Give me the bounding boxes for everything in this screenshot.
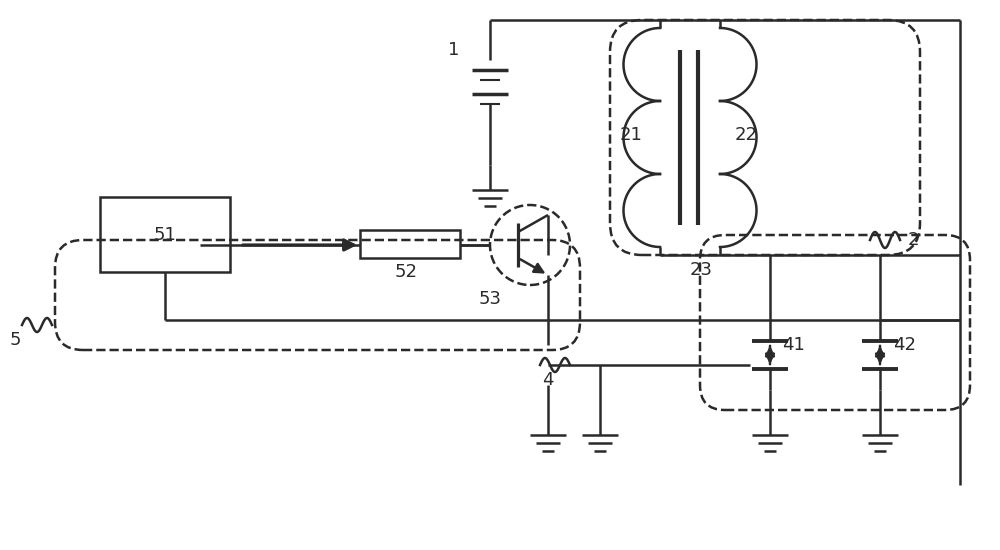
Bar — [100, 197, 230, 272]
Text: 22: 22 — [735, 126, 758, 144]
Text: 5: 5 — [10, 331, 22, 349]
Text: 53: 53 — [479, 290, 502, 308]
Text: 21: 21 — [620, 126, 643, 144]
Text: 41: 41 — [782, 336, 805, 354]
Text: 1: 1 — [448, 41, 459, 59]
Text: 23: 23 — [690, 261, 713, 279]
Text: 51: 51 — [154, 226, 176, 244]
Bar — [360, 230, 460, 258]
Text: 42: 42 — [893, 336, 916, 354]
Text: 52: 52 — [395, 263, 418, 281]
Text: 4: 4 — [542, 371, 554, 389]
Text: 2: 2 — [908, 231, 920, 249]
